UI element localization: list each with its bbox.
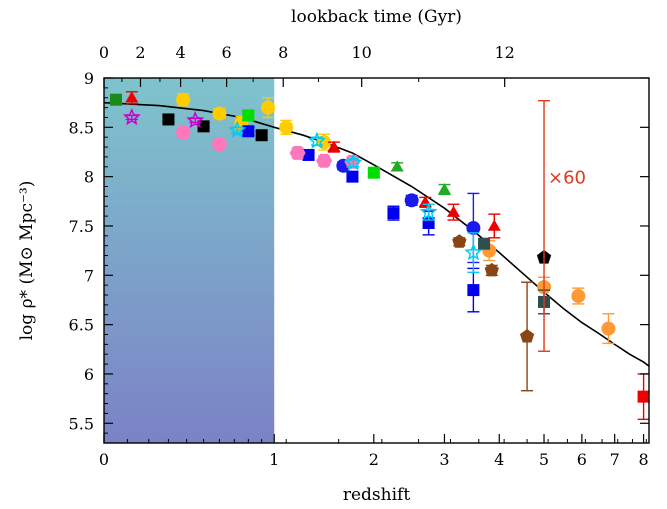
data-point-10-2: [466, 220, 481, 235]
data-point-14-1: [484, 262, 499, 277]
data-point-5-2: [255, 129, 268, 142]
top-tick-label: 4: [175, 43, 185, 62]
data-point-8-1: [327, 140, 341, 152]
data-point-13-1: [307, 131, 326, 149]
data-point-12-1: [186, 110, 205, 129]
data-point-5-1: [197, 120, 210, 133]
y-axis-label: log ρ* (M⊙ Mpc⁻³): [17, 181, 37, 341]
data-point-13-0: [228, 120, 247, 138]
data-point-10-1: [404, 193, 419, 208]
y-tick-label: 7: [84, 266, 94, 285]
top-tick-label: 10: [352, 43, 372, 62]
data-point-4-0: [242, 125, 255, 138]
data-point-1-3: [601, 321, 616, 336]
y-tick-label: 8: [84, 168, 94, 187]
data-point-7-0: [637, 390, 649, 403]
top-tick-label: 12: [494, 43, 514, 62]
data-point-8-3: [447, 205, 460, 217]
x-tick-label: 0: [99, 450, 109, 469]
y-tick-label: 7.5: [69, 217, 94, 236]
data-point-0-2: [261, 100, 276, 115]
scale-annotation: ×60: [548, 168, 586, 189]
x-tick-label: 4: [494, 450, 504, 469]
y-tick-label: 6.5: [69, 316, 94, 335]
data-point-6-0: [478, 237, 491, 250]
data-point-3-0: [109, 93, 122, 106]
top-tick-label: 6: [222, 43, 232, 62]
data-point-9-0: [390, 160, 404, 172]
data-point-0-1: [212, 106, 227, 121]
top-axis-label: lookback time (Gyr): [291, 7, 462, 27]
data-point-5-0: [162, 113, 175, 126]
data-point-14-0: [452, 234, 467, 248]
x-tick-label: 7: [610, 450, 620, 469]
data-point-11-0: [175, 125, 192, 140]
data-point-0-0: [176, 92, 191, 107]
data-point-1-2: [571, 289, 586, 304]
data-point-12-0: [122, 108, 141, 126]
x-tick-label: 2: [369, 450, 379, 469]
data-point-2-1: [367, 166, 380, 179]
data-point-13-2: [419, 202, 438, 220]
data-point-2-0: [242, 109, 255, 122]
data-point-4-5: [467, 284, 480, 297]
x-tick-label: 3: [439, 450, 449, 469]
x-tick-label: 5: [539, 450, 549, 469]
data-point-14-2: [520, 329, 535, 343]
data-point-11-2: [289, 146, 306, 160]
top-tick-label: 2: [135, 43, 145, 62]
x-tick-label: 8: [639, 450, 649, 469]
data-point-13-4: [344, 153, 363, 171]
data-point-0-3: [279, 120, 294, 135]
data-point-9-1: [438, 183, 451, 195]
y-tick-label: 9: [84, 69, 94, 88]
y-tick-label: 5.5: [69, 414, 94, 433]
data-point-4-3: [387, 207, 400, 220]
x-tick-label: 1: [269, 450, 279, 469]
y-tick-label: 6: [84, 365, 94, 384]
x-tick-label: 6: [577, 450, 587, 469]
plot-frame: [103, 77, 650, 444]
data-point-4-1: [302, 148, 315, 161]
data-point-11-3: [316, 153, 333, 168]
data-point-4-2: [346, 170, 359, 183]
y-tick-label: 8.5: [69, 118, 94, 137]
top-tick-label: 0: [99, 43, 109, 62]
data-point-8-0: [125, 91, 139, 103]
top-tick-label: 8: [278, 43, 288, 62]
data-point-13-3: [464, 243, 483, 261]
low-redshift-shaded-region: [104, 78, 275, 443]
x-axis-label: redshift: [343, 485, 410, 505]
data-point-8-4: [487, 219, 501, 231]
data-point-11-1: [211, 137, 228, 151]
